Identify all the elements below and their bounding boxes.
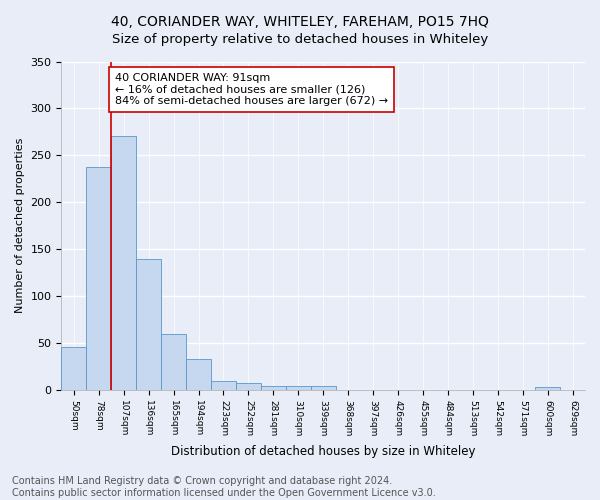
Bar xyxy=(161,334,186,390)
Bar xyxy=(211,380,236,390)
Bar xyxy=(186,359,211,390)
Bar xyxy=(236,384,261,390)
Bar xyxy=(111,136,136,390)
Bar xyxy=(311,386,335,390)
Text: Contains HM Land Registry data © Crown copyright and database right 2024.
Contai: Contains HM Land Registry data © Crown c… xyxy=(12,476,436,498)
Bar xyxy=(261,386,286,390)
Text: 40, CORIANDER WAY, WHITELEY, FAREHAM, PO15 7HQ: 40, CORIANDER WAY, WHITELEY, FAREHAM, PO… xyxy=(111,15,489,29)
Bar xyxy=(136,258,161,390)
Y-axis label: Number of detached properties: Number of detached properties xyxy=(15,138,25,314)
Bar xyxy=(86,166,111,390)
Bar xyxy=(61,347,86,390)
X-axis label: Distribution of detached houses by size in Whiteley: Distribution of detached houses by size … xyxy=(171,444,475,458)
Bar xyxy=(286,386,311,390)
Text: 40 CORIANDER WAY: 91sqm
← 16% of detached houses are smaller (126)
84% of semi-d: 40 CORIANDER WAY: 91sqm ← 16% of detache… xyxy=(115,73,388,106)
Bar xyxy=(535,388,560,390)
Text: Size of property relative to detached houses in Whiteley: Size of property relative to detached ho… xyxy=(112,32,488,46)
